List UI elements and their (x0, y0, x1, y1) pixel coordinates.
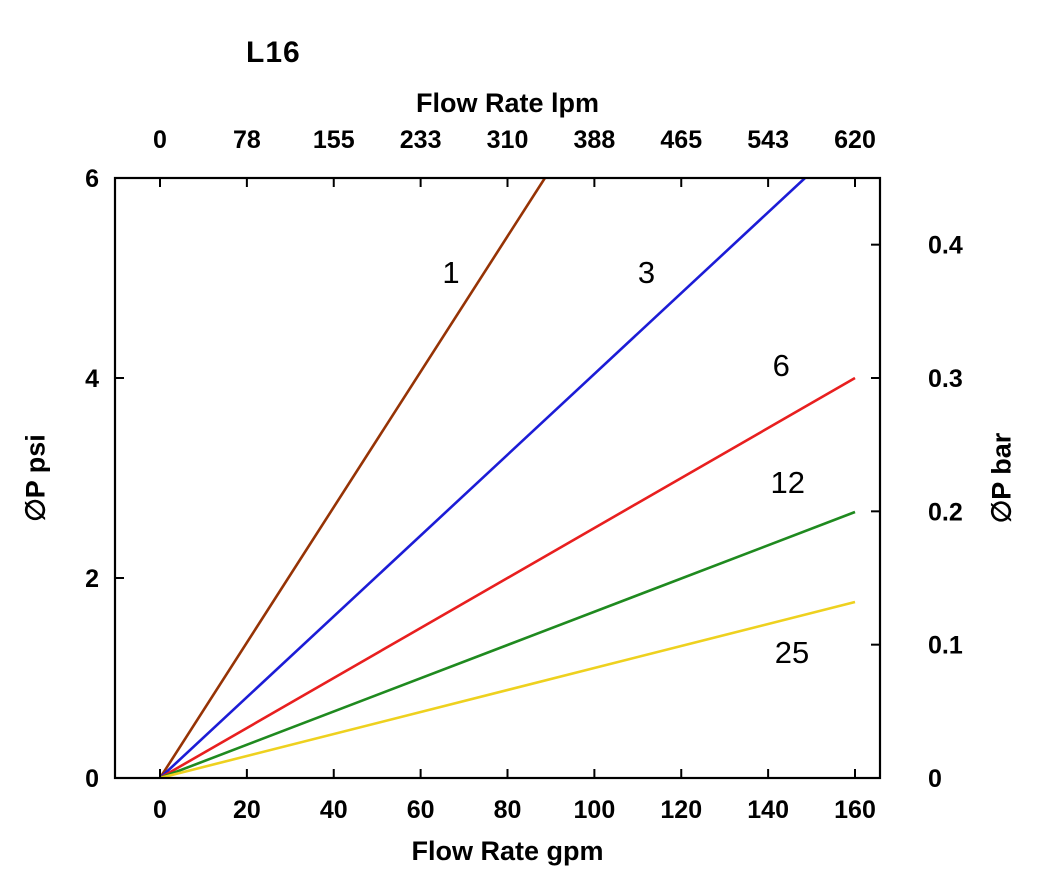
svg-text:40: 40 (320, 796, 348, 824)
svg-text:0.3: 0.3 (928, 365, 963, 393)
svg-text:60: 60 (407, 796, 435, 824)
svg-text:388: 388 (574, 126, 616, 154)
svg-text:3: 3 (638, 255, 655, 290)
svg-text:4: 4 (85, 365, 99, 393)
svg-text:155: 155 (313, 126, 355, 154)
right-y-axis-title: ∅P bar (986, 432, 1017, 524)
svg-text:543: 543 (747, 126, 789, 154)
svg-text:25: 25 (775, 635, 809, 670)
chart-title: L16 (246, 36, 301, 69)
svg-text:78: 78 (233, 126, 261, 154)
svg-text:0.2: 0.2 (928, 498, 963, 526)
bottom-x-axis-title: Flow Rate gpm (411, 836, 604, 866)
svg-text:233: 233 (400, 126, 442, 154)
svg-text:100: 100 (574, 796, 616, 824)
svg-text:140: 140 (747, 796, 789, 824)
top-x-axis-title: Flow Rate lpm (415, 88, 599, 118)
svg-text:0: 0 (153, 796, 167, 824)
svg-text:0: 0 (85, 765, 99, 793)
svg-text:0: 0 (928, 765, 942, 793)
svg-text:20: 20 (233, 796, 261, 824)
svg-text:120: 120 (660, 796, 702, 824)
svg-text:160: 160 (834, 796, 876, 824)
svg-text:6: 6 (85, 165, 99, 193)
svg-text:80: 80 (494, 796, 522, 824)
svg-text:12: 12 (770, 465, 804, 500)
svg-text:0: 0 (153, 126, 167, 154)
svg-text:1: 1 (442, 255, 459, 290)
svg-text:465: 465 (660, 126, 702, 154)
svg-text:0.1: 0.1 (928, 632, 963, 660)
svg-text:620: 620 (834, 126, 876, 154)
svg-text:0.4: 0.4 (928, 232, 963, 260)
svg-text:2: 2 (85, 565, 99, 593)
svg-text:310: 310 (487, 126, 529, 154)
svg-text:6: 6 (773, 348, 790, 383)
left-y-axis-title: ∅P psi (20, 434, 51, 522)
